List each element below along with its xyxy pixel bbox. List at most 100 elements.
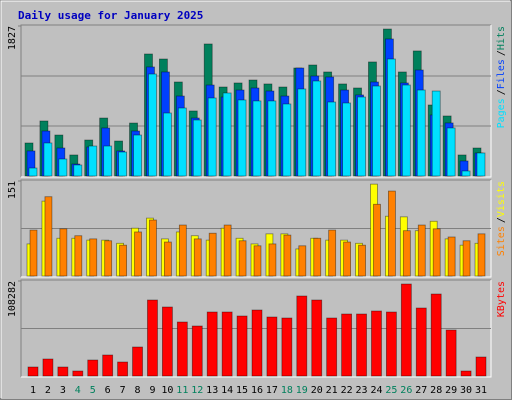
bar [119,244,127,277]
bar [475,356,487,377]
bar [312,80,322,177]
x-tick-label: 16 [251,385,263,396]
bar [401,84,411,177]
bar [163,241,172,277]
bar [103,145,113,177]
plot-bevel [20,279,491,377]
bar [431,90,441,177]
plot-bevel [20,179,491,277]
bar [162,112,172,177]
bar [477,233,486,277]
x-tick-label: 1 [30,385,36,396]
bar [72,370,84,377]
bar [207,97,217,177]
plot-bevel [21,280,492,378]
x-tick-label: 18 [281,385,293,396]
x-tick-label: 4 [75,385,81,396]
x-tick-label: 15 [236,385,248,396]
x-tick-label: 23 [356,385,368,396]
bar [372,85,381,177]
bar [267,100,277,177]
bar [373,203,381,277]
bar [191,325,203,377]
bar [102,354,114,377]
legend-entry: Hits [496,26,507,50]
bar [251,309,263,377]
bar [298,245,307,277]
bar [281,317,293,377]
bar [29,229,38,277]
bar [27,366,39,377]
bar [283,234,292,277]
bar [460,370,472,377]
bar [28,167,38,177]
x-tick-label: 19 [296,385,308,396]
legend: KBytes [496,281,507,317]
bar [206,311,218,377]
x-tick-label: 29 [445,385,457,396]
bar [268,243,277,277]
x-tick-label: 11 [176,385,188,396]
x-tick-label: 25 [385,385,397,396]
bar [58,158,68,177]
legend-entry: KBytes [496,281,507,317]
x-tick-label: 5 [90,385,96,396]
x-tick-label: 10 [161,385,173,396]
x-tick-label: 12 [191,385,203,396]
bar [476,152,486,177]
bar [223,224,232,277]
bar [104,240,113,277]
bar [132,346,143,377]
x-tick-label: 26 [400,385,412,396]
bar [461,170,471,177]
x-tick-label: 9 [149,385,155,396]
x-tick-label: 3 [60,385,66,396]
plot-bevel [21,180,492,278]
bar [208,232,217,277]
legend-separator: / [496,89,507,95]
bar [117,361,128,377]
bar [44,196,53,277]
bar [326,317,338,377]
bar [266,316,278,377]
y-tick-label: 1827 [7,26,18,50]
x-tick-label: 7 [120,385,126,396]
bar [313,237,322,277]
bar [371,310,382,377]
bar [87,359,99,377]
x-tick-label: 24 [370,385,382,396]
bar [192,119,202,177]
x-tick-label: 6 [105,385,111,396]
bar [147,299,158,377]
x-tick-label: 13 [206,385,218,396]
x-tick-label: 20 [311,385,323,396]
bar [222,92,232,177]
x-tick-label: 21 [326,385,338,396]
x-tick-label: 30 [460,385,472,396]
bar [415,307,427,377]
bar [43,142,53,177]
bar [446,127,456,177]
bar [118,151,127,177]
bar [445,329,457,377]
bar [357,96,366,177]
x-tick-label: 22 [341,385,353,396]
bar [462,240,471,277]
legend: Sites /Visits [496,181,507,256]
legend-separator: / [496,217,507,223]
x-tick-label: 14 [221,385,233,396]
bar [447,236,456,277]
bar [149,219,157,277]
bar [73,164,83,177]
bar [282,103,292,177]
legend-entry: Pages [496,98,507,128]
legend-entry: Files [496,59,507,89]
bar [148,73,157,177]
bar [177,107,187,177]
y-tick-label: 151 [7,181,18,199]
bar [74,235,83,277]
x-tick-label: 31 [475,385,487,396]
